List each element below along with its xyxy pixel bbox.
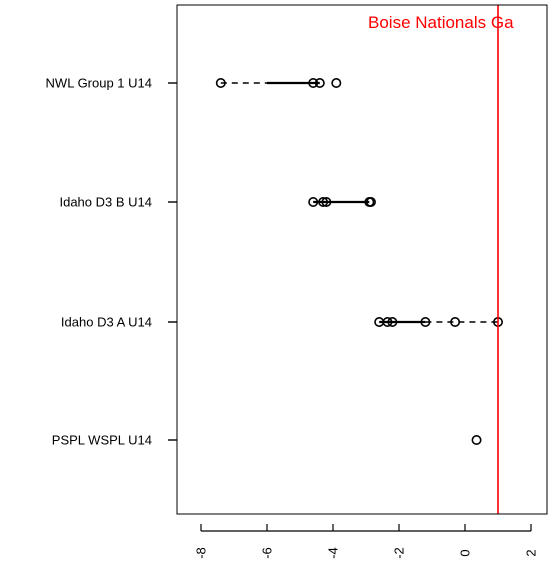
y-tick-label: Idaho D3 A U14 <box>61 315 152 330</box>
y-tick-label: Idaho D3 B U14 <box>59 195 152 210</box>
series-group <box>374 316 503 327</box>
data-point <box>308 78 319 89</box>
series-group <box>215 78 342 89</box>
y-tick-label: NWL Group 1 U14 <box>46 76 152 91</box>
data-point <box>471 434 482 445</box>
data-point <box>318 197 329 208</box>
data-point <box>308 197 319 208</box>
series-group <box>471 434 482 445</box>
x-axis: -8 -6 -4 -2 0 2 <box>194 524 539 559</box>
series-group <box>308 197 376 208</box>
x-tick-label: -4 <box>326 547 341 559</box>
data-point <box>321 197 332 208</box>
data-point <box>331 78 342 89</box>
x-tick-label: 2 <box>524 549 539 556</box>
reference-line-label: Boise Nationals Ga <box>368 13 514 32</box>
x-tick-label: -2 <box>392 547 407 559</box>
x-tick-label: 0 <box>458 549 473 556</box>
data-point <box>314 78 325 89</box>
y-axis: NWL Group 1 U14 Idaho D3 B U14 Idaho D3 A … <box>46 76 177 448</box>
data-point <box>387 316 398 327</box>
data-point <box>450 316 461 327</box>
data-point <box>365 197 376 208</box>
plot-area: Boise Nationals Ga <box>215 5 514 514</box>
data-point <box>420 316 431 327</box>
data-point <box>215 78 226 89</box>
data-point <box>382 316 393 327</box>
plot-frame <box>176 4 548 515</box>
x-tick-label: -6 <box>260 547 275 559</box>
x-tick-label: -8 <box>194 547 209 559</box>
y-tick-label: PSPL WSPL U14 <box>52 433 152 448</box>
